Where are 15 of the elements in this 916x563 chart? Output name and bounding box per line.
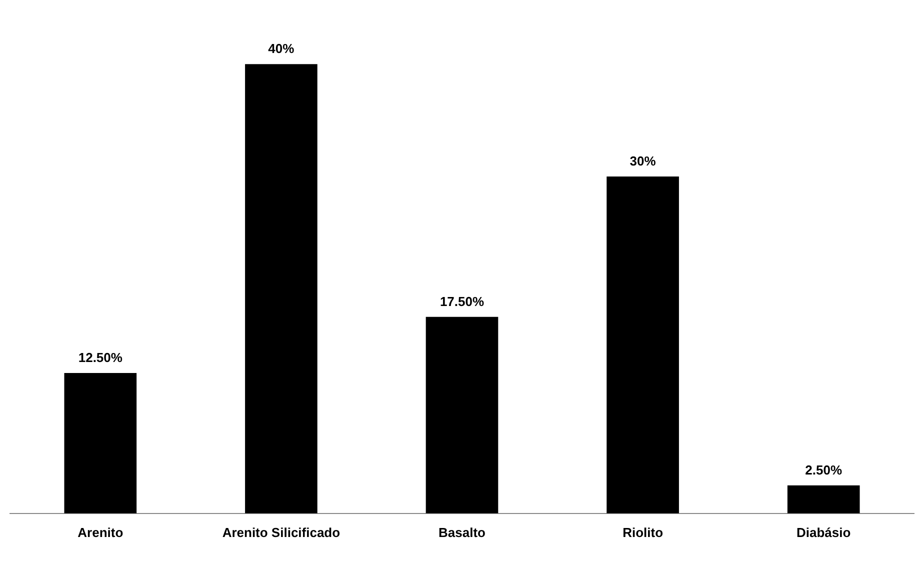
x-tick-label: Diabásio [796,524,851,540]
bar [426,316,498,514]
data-label: 12.50% [78,350,123,366]
data-label: 40% [268,41,295,56]
bar [64,373,137,514]
data-label: 17.50% [440,294,484,309]
data-label: 2.50% [805,462,842,478]
x-tick-label: Basalto [438,524,486,540]
bar [787,485,860,514]
x-tick-label: Arenito Silicificado [222,524,340,540]
bar [245,64,318,514]
x-tick-label: Arenito [78,524,124,540]
bar [606,176,679,514]
data-label: 30% [630,154,656,169]
x-tick-label: Riolito [622,524,664,540]
